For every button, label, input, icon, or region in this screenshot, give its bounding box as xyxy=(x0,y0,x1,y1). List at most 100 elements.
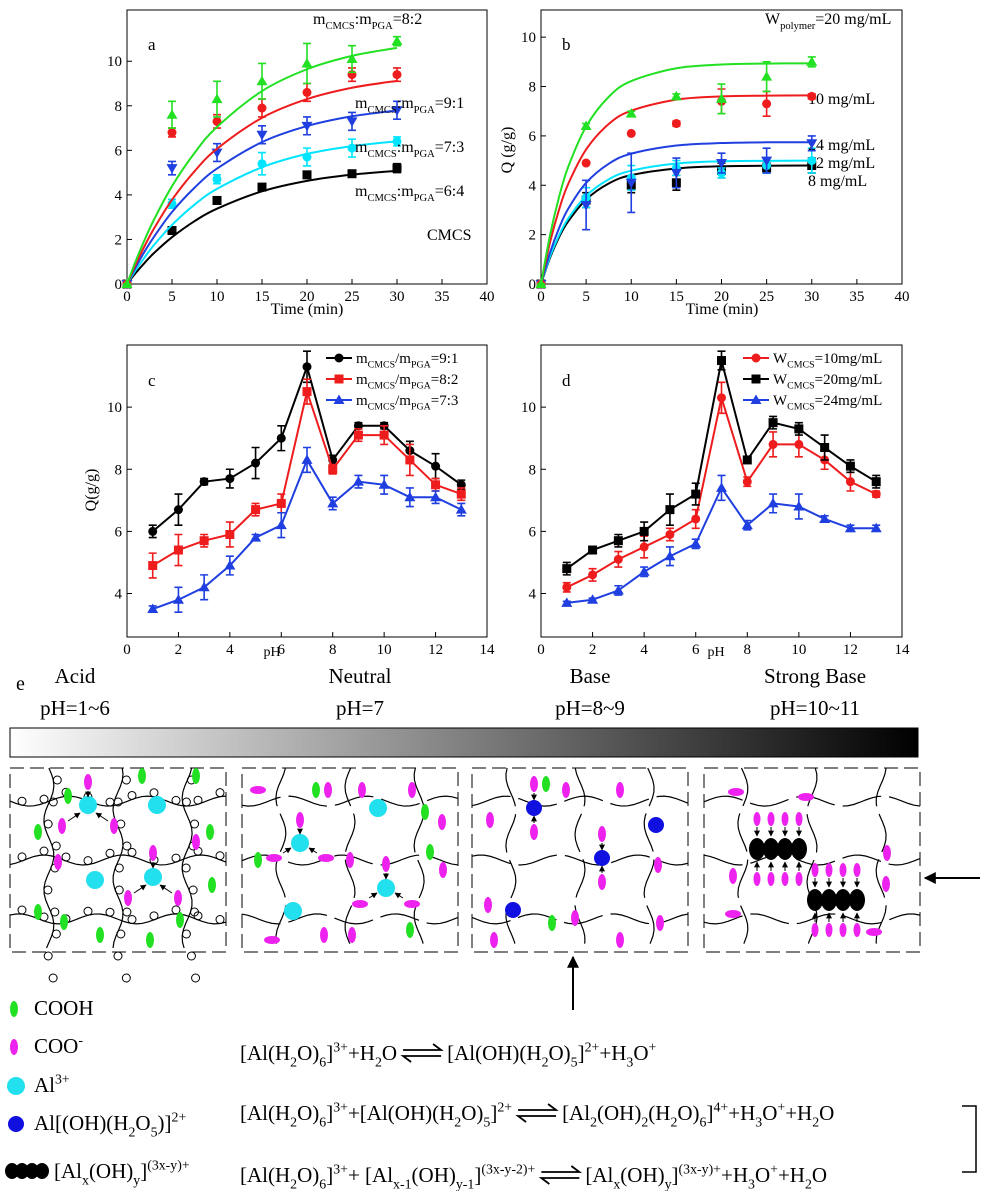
series-label: 10 mg/mL xyxy=(808,91,875,108)
legend-label-part: 2 xyxy=(128,1124,135,1139)
data-point xyxy=(639,542,649,552)
chain-loop xyxy=(51,841,61,851)
al-polymer xyxy=(835,889,851,911)
equation-right-part: +H xyxy=(721,1163,748,1187)
x-tick-label: 15 xyxy=(669,289,684,305)
data-point xyxy=(301,454,313,464)
equation-left-part: 3+ xyxy=(333,1162,348,1177)
data-point xyxy=(670,90,682,101)
chain-loop xyxy=(114,863,124,873)
data-point xyxy=(212,195,222,205)
data-point xyxy=(257,182,267,192)
equation-left-part: [Al(H xyxy=(240,1101,290,1125)
coo-group xyxy=(318,854,334,862)
stage-name: Strong Base xyxy=(764,664,866,688)
equation-left-part: O) xyxy=(297,1163,319,1187)
polymer-chain xyxy=(241,795,459,807)
al-polymer xyxy=(5,1163,19,1179)
legend-label-part: (3x-y)+ xyxy=(147,1158,190,1174)
legend-label-part: PGA xyxy=(411,360,432,371)
legend-label-part: CMCS xyxy=(368,381,395,392)
al-ion xyxy=(148,796,166,814)
polymer-chain xyxy=(9,913,227,925)
equation-right-part: 6 xyxy=(700,1114,707,1129)
arrow xyxy=(133,884,147,894)
equation-right-part: 2 xyxy=(590,1114,597,1129)
al-ion xyxy=(144,868,162,886)
series-label-part: =7:3 xyxy=(435,139,464,156)
cooh-group xyxy=(206,824,214,840)
coo-group xyxy=(795,812,803,826)
legend-label-part: W xyxy=(773,393,788,409)
data-point xyxy=(638,566,650,576)
data-point xyxy=(431,461,441,471)
equation-left-part: 6 xyxy=(319,1176,326,1191)
x-tick-label: 0 xyxy=(123,642,131,658)
data-point xyxy=(404,491,416,502)
legend-label-part: =8:2 xyxy=(431,372,459,388)
coo-group xyxy=(753,872,761,886)
data-point xyxy=(768,418,778,428)
equation-right: [Al2(OH)2(H2O)6]4++H3O++H2O xyxy=(562,1100,834,1130)
coo-group xyxy=(110,818,118,834)
polymer-chain xyxy=(643,767,655,949)
al-ion xyxy=(7,1077,25,1095)
legend-label-part: =10mg/mL xyxy=(815,351,883,367)
series-label-part: 32 mg/mL xyxy=(808,155,875,172)
chain-loop xyxy=(127,847,137,857)
legend-label-part: [Al xyxy=(54,1159,82,1183)
equation-right-part: O xyxy=(762,1101,777,1125)
fit-curve xyxy=(126,46,398,285)
equation-left-part: ] xyxy=(326,1163,333,1187)
al-polymer xyxy=(25,1163,39,1179)
coo-group xyxy=(296,812,304,828)
y-tick-label: 10 xyxy=(107,54,122,70)
x-tick-label: 30 xyxy=(804,289,819,305)
chain-loop xyxy=(193,795,203,805)
series-label: mCMCS:mPGA=9:1 xyxy=(355,95,464,116)
series-label-part: PGA xyxy=(414,105,435,116)
equation-right-part: 2+ xyxy=(585,1040,600,1055)
al-polymer xyxy=(749,838,765,860)
equation-right-part: (3x-y)+ xyxy=(679,1162,722,1178)
fit-curve xyxy=(540,62,812,285)
coo-group xyxy=(352,900,368,908)
data-point xyxy=(198,581,210,592)
polymer-chain xyxy=(43,767,55,949)
chain-loop xyxy=(61,852,71,862)
legend-marker xyxy=(751,374,761,384)
coo-group xyxy=(192,834,200,850)
legend-marker xyxy=(334,374,344,384)
data-point xyxy=(670,168,682,179)
equation-right-part: O xyxy=(812,1163,827,1187)
fit-curve xyxy=(540,159,812,285)
coo-group xyxy=(530,776,538,792)
equation-right-part: O) xyxy=(677,1101,699,1125)
cooh-group xyxy=(34,824,42,840)
coo-group xyxy=(54,854,62,870)
chain-loop xyxy=(113,951,123,961)
data-point xyxy=(691,514,701,524)
equation-left-part: [Al(H xyxy=(240,1041,290,1065)
data-point xyxy=(671,119,681,129)
chain-loop xyxy=(43,885,53,895)
equation-left-part: [Al(H xyxy=(240,1163,290,1187)
data-point xyxy=(302,87,312,97)
equation-left-part: y-1 xyxy=(456,1176,475,1191)
series-label-part: polymer xyxy=(780,21,816,32)
cooh-group xyxy=(208,877,216,893)
chain-loop xyxy=(149,788,159,798)
coo-group xyxy=(10,1039,18,1055)
series-label-part: :m xyxy=(397,139,414,156)
data-point xyxy=(581,158,591,168)
equation-right-part: 2 xyxy=(805,1176,812,1191)
coo-group xyxy=(530,824,538,840)
data-point xyxy=(379,430,389,440)
data-point xyxy=(147,603,159,614)
ph-gradient-bar xyxy=(9,727,919,758)
cooh-group xyxy=(548,915,556,931)
fit-curve xyxy=(126,140,398,285)
chain-loop xyxy=(83,856,93,866)
equation-left: [Al(H2O)6]3++ [Alx-1(OH)y-1](3x-y-2)+ xyxy=(240,1162,536,1191)
